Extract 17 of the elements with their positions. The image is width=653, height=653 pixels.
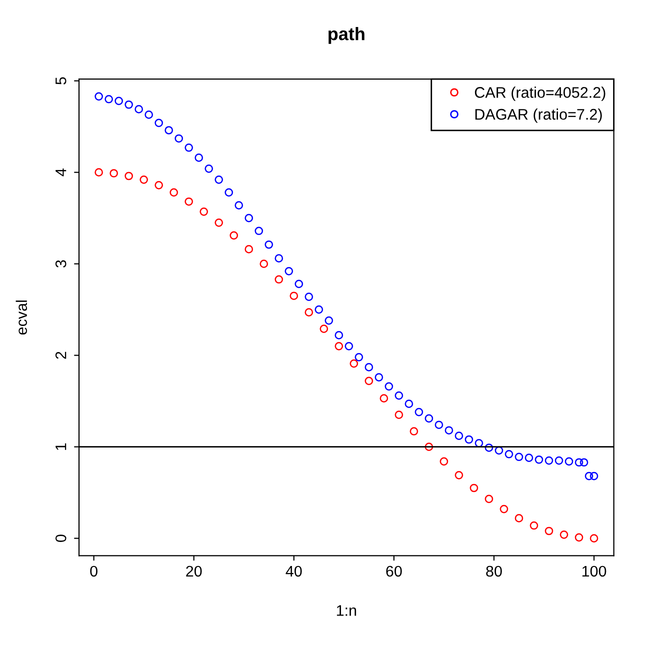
y-tick-label: 0	[55, 534, 66, 542]
x-tick-label: 80	[486, 566, 502, 577]
x-tick-label: 60	[386, 566, 402, 577]
x-tick-label: 100	[582, 566, 606, 577]
x-tick-label: 0	[90, 566, 98, 577]
y-tick-label: 5	[56, 77, 66, 84]
y-tick-label: 4	[56, 168, 66, 176]
chart-title: path	[328, 27, 364, 44]
x-tick-label: 40	[286, 566, 302, 577]
x-tick-label: 20	[186, 566, 202, 577]
y-tick-label: 2	[55, 352, 66, 359]
legend-label: CAR (ratio=4052.2)	[474, 86, 606, 101]
x-axis-title: 1:n	[336, 605, 356, 616]
y-tick-label: 1	[56, 443, 66, 450]
y-tick-label: 3	[55, 260, 66, 268]
legend-label: DAGAR (ratio=7.2)	[475, 108, 602, 123]
y-axis-title: ecval	[16, 300, 28, 335]
